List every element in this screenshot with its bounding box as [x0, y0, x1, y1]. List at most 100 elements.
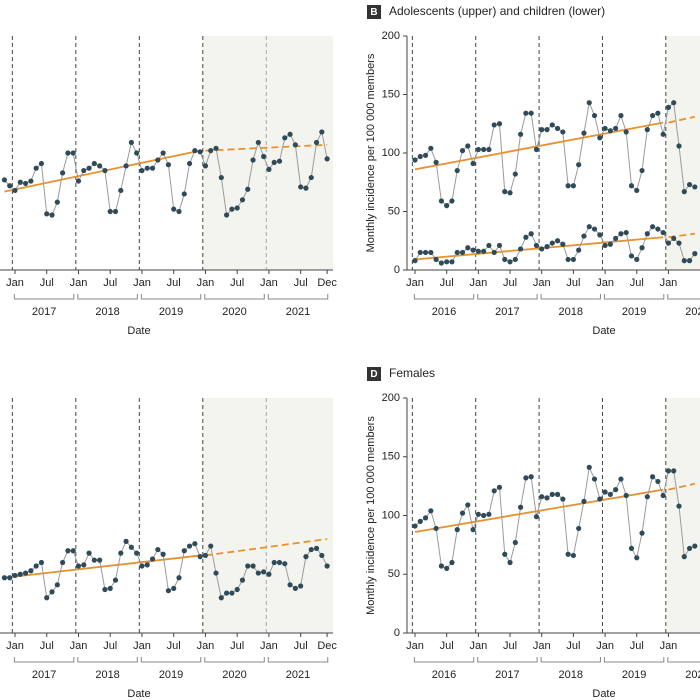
- data-point: [586, 224, 592, 230]
- data-point: [533, 146, 540, 153]
- year-label: 2019: [159, 669, 183, 681]
- data-point: [618, 231, 624, 237]
- data-point: [507, 559, 513, 566]
- x-tick-label: Jan: [197, 277, 215, 289]
- data-point: [523, 475, 529, 481]
- data-point: [128, 544, 134, 550]
- data-point: [218, 595, 224, 601]
- series-line: [414, 465, 696, 569]
- data-point: [33, 563, 39, 569]
- data-point: [186, 543, 193, 549]
- data-point: [470, 247, 476, 253]
- year-label: 2016: [432, 306, 456, 318]
- data-point: [639, 245, 645, 251]
- data-point: [149, 165, 156, 171]
- data-point: [681, 554, 687, 560]
- year-bracket: [13, 294, 75, 300]
- data-point: [192, 148, 198, 154]
- data-point: [213, 145, 219, 151]
- data-point: [239, 197, 246, 203]
- data-point: [665, 240, 672, 246]
- data-point: [676, 503, 682, 509]
- panel-letter: B: [370, 7, 377, 18]
- x-tick-label: Jul: [40, 277, 54, 289]
- data-point: [586, 464, 592, 470]
- x-tick-label: Jul: [167, 640, 181, 652]
- data-point: [176, 208, 182, 215]
- data-point: [581, 233, 587, 239]
- intervention-shade: [202, 36, 333, 270]
- data-point: [60, 559, 66, 566]
- data-point: [576, 162, 582, 168]
- data-point: [491, 122, 497, 128]
- data-point: [692, 251, 698, 257]
- x-axis-label: Date: [592, 325, 615, 337]
- data-point: [544, 127, 550, 133]
- data-point: [298, 583, 304, 589]
- data-point: [7, 575, 13, 581]
- data-point: [650, 474, 656, 480]
- y-tick-label: 0: [394, 627, 400, 639]
- data-point: [422, 249, 429, 256]
- x-tick-label: Jan: [406, 277, 424, 289]
- data-point: [549, 491, 555, 497]
- data-point: [102, 167, 108, 174]
- data-point: [607, 128, 613, 134]
- x-tick-label: Jan: [197, 640, 215, 652]
- data-point: [22, 570, 29, 576]
- data-point: [576, 247, 582, 253]
- x-tick-label: Jul: [566, 640, 580, 652]
- data-point: [160, 551, 166, 557]
- data-point: [417, 249, 423, 256]
- data-point: [539, 127, 545, 133]
- data-point: [33, 165, 39, 171]
- data-point: [70, 150, 76, 156]
- data-point: [581, 130, 587, 136]
- data-point: [417, 518, 423, 524]
- data-point: [422, 515, 429, 521]
- data-point: [607, 491, 613, 497]
- x-tick-label: Jan: [406, 640, 424, 652]
- data-point: [539, 246, 545, 252]
- year-bracket: [477, 294, 538, 300]
- data-point: [539, 494, 545, 500]
- data-point: [507, 259, 513, 265]
- data-point: [155, 546, 161, 553]
- data-point: [686, 545, 693, 552]
- data-point: [444, 565, 450, 571]
- data-point: [465, 245, 471, 251]
- data-point: [449, 259, 455, 265]
- x-axis-label: Date: [127, 688, 150, 700]
- data-point: [75, 563, 82, 569]
- data-point: [49, 212, 55, 218]
- data-point: [613, 125, 619, 132]
- data-point: [502, 551, 508, 557]
- data-point: [192, 541, 198, 547]
- data-point: [176, 575, 182, 581]
- year-bracket: [413, 294, 475, 300]
- data-point: [107, 585, 113, 591]
- year-label: 2021: [286, 306, 310, 318]
- data-point: [486, 242, 492, 249]
- data-point: [628, 253, 635, 259]
- x-tick-label: Jul: [230, 640, 244, 652]
- data-point: [86, 550, 92, 556]
- year-bracket: [413, 657, 475, 663]
- x-tick-label: Jan: [6, 277, 24, 289]
- data-point: [554, 125, 561, 132]
- trend-line: [414, 121, 664, 171]
- x-tick-label: Jan: [469, 277, 487, 289]
- x-tick-label: Jul: [167, 277, 181, 289]
- data-point: [523, 234, 529, 240]
- data-point: [602, 242, 608, 249]
- data-point: [449, 559, 455, 566]
- data-point: [292, 142, 298, 148]
- panel-title: Adolescents (upper) and children (lower): [389, 4, 605, 18]
- data-point: [528, 231, 534, 237]
- data-point: [639, 530, 645, 536]
- data-point: [224, 590, 230, 596]
- data-point: [623, 129, 629, 135]
- trend-line: [4, 149, 201, 193]
- year-bracket: [13, 657, 75, 663]
- data-point: [81, 167, 87, 174]
